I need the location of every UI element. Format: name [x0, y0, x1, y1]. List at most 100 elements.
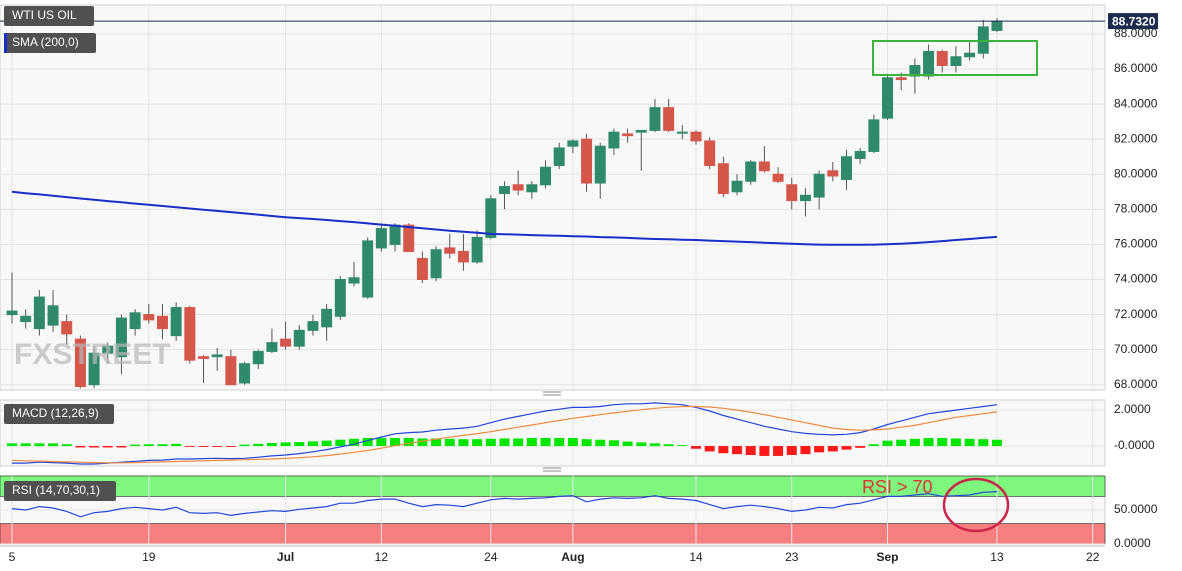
candle-body: [362, 240, 374, 298]
candle-body: [430, 249, 442, 279]
x-tick-label: Sep: [877, 550, 899, 564]
histogram-bar: [198, 446, 209, 447]
y-tick-label: 70.0000: [1114, 342, 1158, 356]
candle-body: [526, 184, 538, 193]
legend-box: [4, 33, 96, 53]
histogram-bar: [7, 443, 17, 447]
legend-label: RSI (14,70,30,1): [12, 483, 100, 497]
y-tick-label: 76.0000: [1114, 237, 1158, 251]
candle-body: [567, 140, 579, 147]
histogram-bar: [20, 443, 31, 447]
candle-body: [540, 166, 552, 186]
candle-body: [622, 133, 634, 137]
histogram-bar: [75, 446, 86, 448]
candle-body: [512, 184, 524, 191]
candle-body: [799, 194, 811, 202]
candle-body: [553, 147, 565, 166]
candle-body: [334, 278, 346, 317]
candle-body: [717, 163, 729, 195]
candle-body: [198, 356, 210, 359]
x-tick-label: 23: [785, 550, 799, 564]
histogram-bar: [950, 438, 961, 447]
candle-body: [61, 321, 73, 335]
histogram-bar: [184, 446, 195, 447]
candle-body: [704, 140, 716, 166]
candle-body: [813, 173, 825, 198]
candle-body: [608, 131, 620, 149]
histogram-bar: [48, 443, 59, 447]
x-tick-label: 14: [689, 550, 703, 564]
histogram-bar: [294, 442, 305, 447]
histogram-bar: [978, 439, 989, 447]
y-tick-label: 74.0000: [1114, 272, 1158, 286]
x-tick-label: 24: [484, 550, 498, 564]
histogram-bar: [581, 439, 592, 447]
histogram-bar: [34, 443, 45, 447]
histogram-bar: [526, 437, 537, 447]
histogram-bar: [171, 443, 182, 447]
histogram-bar: [704, 446, 715, 452]
candle-body: [457, 250, 469, 263]
highlight-box: [872, 40, 1038, 76]
legend-box: [4, 6, 94, 26]
candle-body: [102, 345, 114, 354]
candle-body: [690, 131, 702, 142]
histogram-bar: [485, 438, 496, 447]
histogram-bar: [266, 442, 277, 447]
x-tick-label: 13: [990, 550, 1004, 564]
candle-body: [170, 307, 182, 337]
candle-body: [74, 338, 86, 387]
histogram-bar: [362, 437, 373, 447]
candle-body: [88, 352, 100, 386]
series-line: [12, 402, 998, 465]
histogram-bar: [239, 444, 250, 447]
panel: [0, 399, 1106, 467]
histogram-bar: [814, 446, 825, 453]
rsi-band: [0, 523, 1106, 545]
histogram-bar: [841, 446, 852, 450]
histogram-bar: [868, 444, 879, 447]
y-tick-label: 80.0000: [1114, 166, 1158, 180]
histogram-bar: [923, 437, 934, 447]
histogram-bar: [786, 446, 797, 456]
last-price-label: 88.7320: [1112, 14, 1156, 28]
x-tick-label: 22: [1086, 550, 1100, 564]
series-line: [11, 190, 998, 246]
histogram-bar: [636, 442, 647, 447]
last-price-box: [1108, 13, 1158, 30]
histogram-bar: [896, 439, 907, 447]
histogram-bar: [458, 439, 469, 447]
y-tick-label: 0.0000: [1114, 536, 1151, 550]
candle-body: [731, 180, 743, 193]
histogram-bar: [403, 437, 414, 447]
candle-body: [498, 186, 510, 195]
legend-label: MACD (12,26,9): [12, 406, 99, 420]
candle-body: [375, 228, 387, 249]
histogram-bar: [732, 446, 743, 455]
histogram-bar: [882, 440, 893, 447]
histogram-bar: [349, 438, 359, 447]
histogram-bar: [444, 438, 455, 447]
candle-body: [663, 107, 675, 131]
candle-body: [471, 236, 483, 263]
candle-body: [964, 52, 976, 58]
candle-body: [156, 315, 168, 330]
legend-box: [4, 404, 114, 424]
rsi-band: [0, 475, 1106, 497]
y-tick-label: 84.0000: [1114, 96, 1158, 110]
candle-body: [772, 173, 784, 182]
histogram-bar: [663, 444, 674, 447]
candle-body: [307, 321, 319, 331]
candle-body: [950, 56, 962, 67]
candle-body: [923, 50, 935, 77]
candle-body: [33, 296, 45, 330]
series-line: [11, 491, 998, 518]
candle-body: [485, 198, 497, 238]
histogram-bar: [718, 446, 729, 454]
histogram-bar: [759, 446, 770, 456]
candle-body: [280, 338, 292, 347]
candle-body: [225, 356, 237, 386]
candle-body: [635, 129, 647, 133]
candle-body: [676, 131, 688, 134]
